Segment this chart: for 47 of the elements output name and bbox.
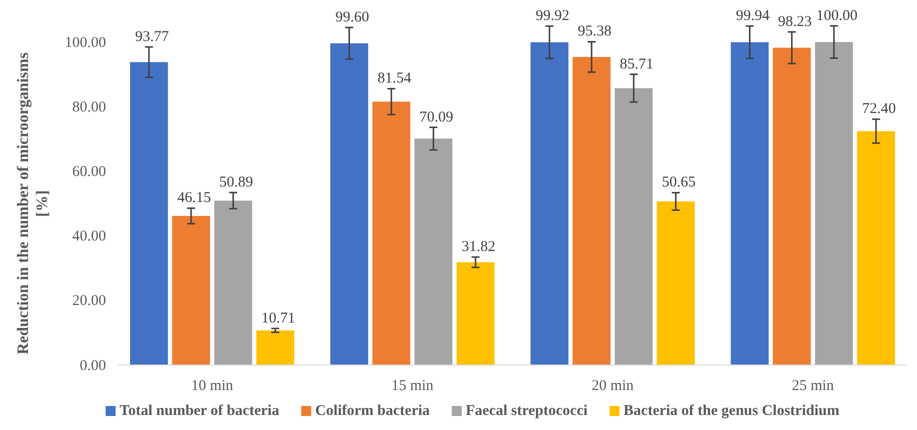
data-label: 72.40 — [862, 101, 896, 118]
y-tick-label: 60.00 — [72, 164, 106, 180]
data-label: 99.94 — [736, 8, 770, 24]
legend-label: Bacteria of the genus Clostridium — [624, 403, 840, 419]
data-label: 95.38 — [578, 24, 612, 40]
bar — [214, 200, 252, 365]
bar — [172, 216, 210, 365]
bar — [814, 42, 853, 365]
y-tick-label: 20.00 — [72, 293, 106, 310]
y-tick-label: 0.00 — [80, 358, 106, 374]
legend-label: Coliform bacteria — [315, 403, 430, 419]
bar — [456, 262, 494, 365]
data-label: 46.15 — [177, 190, 211, 206]
bar — [614, 88, 653, 365]
data-label: 50.89 — [219, 174, 254, 191]
data-label: 31.82 — [462, 239, 496, 256]
bar — [414, 138, 452, 365]
data-label: 50.65 — [662, 174, 696, 191]
bar — [530, 42, 568, 365]
y-tick-label: 40.00 — [72, 228, 106, 245]
y-tick-label: 80.00 — [72, 99, 106, 116]
data-label: 70.09 — [420, 109, 454, 126]
x-tick-label: 25 min — [792, 378, 834, 394]
legend-label: Total number of bacteria — [120, 403, 280, 419]
data-label: 85.71 — [620, 56, 654, 72]
bar — [130, 62, 168, 365]
data-label: 10.71 — [261, 310, 296, 326]
data-label: 98.23 — [778, 14, 812, 30]
bar — [772, 48, 811, 365]
legend-label: Faecal streptococci — [466, 403, 588, 419]
bar — [330, 43, 368, 365]
bar — [372, 102, 410, 365]
bar — [730, 42, 769, 365]
x-tick-label: 15 min — [391, 378, 434, 394]
bar — [256, 330, 294, 365]
bar — [572, 56, 611, 365]
x-tick-label: 10 min — [191, 378, 234, 394]
bar — [656, 201, 695, 365]
data-label: 99.92 — [536, 8, 570, 24]
data-label: 99.60 — [335, 9, 370, 26]
y-tick-label: 100.00 — [64, 34, 106, 51]
y-axis-title: Reduction in the number of microorganisms [%] — [15, 52, 51, 355]
data-label: 93.77 — [135, 28, 170, 45]
data-label: 100.00 — [816, 8, 858, 24]
x-tick-label: 20 min — [592, 378, 634, 394]
bar — [857, 131, 895, 365]
data-label: 81.54 — [377, 70, 412, 87]
